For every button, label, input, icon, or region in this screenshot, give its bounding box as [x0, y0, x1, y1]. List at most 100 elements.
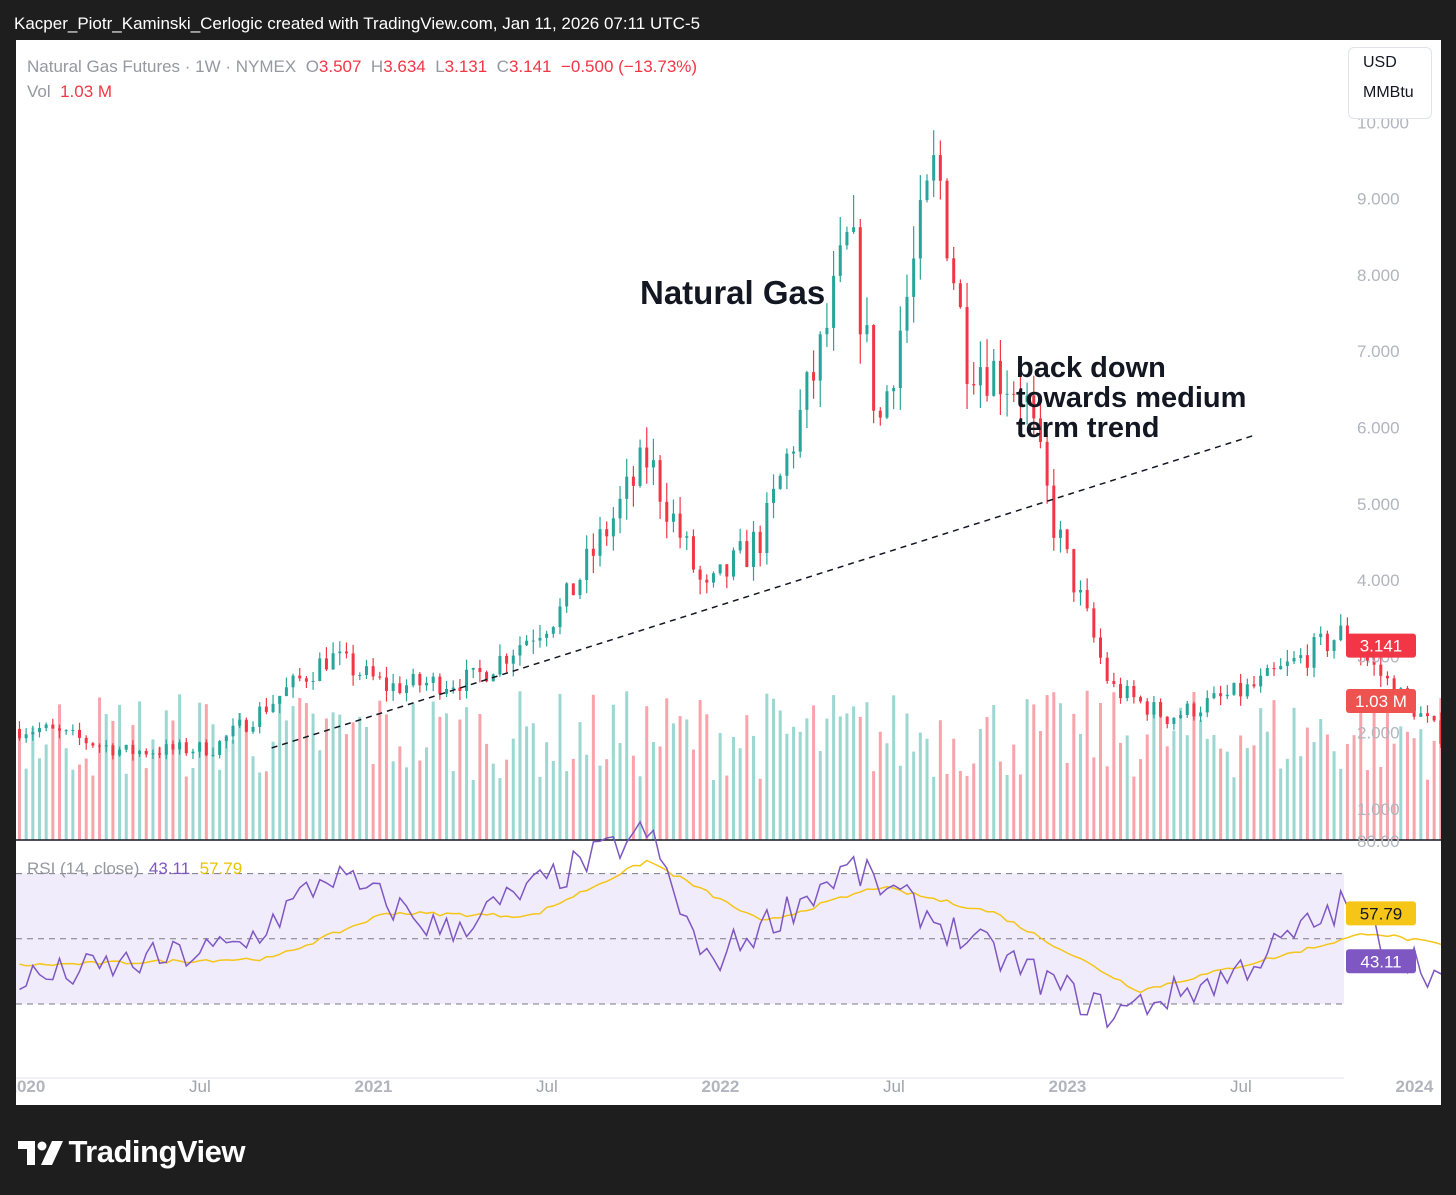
candle-body: [84, 737, 88, 744]
candle-body: [965, 307, 969, 385]
tradingview-brand: TradingView: [68, 1134, 245, 1169]
candle-body: [124, 745, 128, 750]
volume-bar: [731, 737, 735, 840]
volume-bar: [551, 760, 555, 840]
volume-bar: [772, 698, 776, 840]
volume-bar: [1192, 692, 1196, 840]
volume-bar: [258, 772, 262, 840]
candle-body: [405, 685, 409, 694]
volume-bar: [938, 720, 942, 840]
volume-bar: [1185, 735, 1189, 840]
volume-bar: [378, 700, 382, 840]
close-value: 3.141: [508, 57, 552, 76]
volume-bar: [778, 710, 782, 840]
volume-label[interactable]: Vol: [27, 82, 51, 101]
volume-bar: [198, 702, 202, 840]
candle-body: [772, 488, 776, 503]
volume-bar: [858, 716, 862, 840]
volume-bar: [1132, 776, 1136, 840]
candle-body: [391, 683, 395, 691]
volume-bar: [1385, 698, 1389, 840]
volume-bar: [1152, 713, 1156, 840]
volume-bar: [1345, 743, 1349, 840]
rsi-label[interactable]: RSI (14, close): [27, 859, 140, 878]
volume-bar: [1305, 727, 1309, 840]
volume-bar: [391, 761, 395, 840]
candle-body: [1025, 395, 1029, 403]
volume-bar: [598, 765, 602, 840]
candle-body: [731, 550, 735, 577]
candle-body: [1058, 529, 1062, 538]
volume-bar: [718, 733, 722, 840]
volume-bar: [1052, 692, 1056, 840]
volume-bar: [485, 743, 489, 840]
candle-body: [1065, 529, 1069, 550]
candle-body: [231, 725, 235, 737]
candle-body: [725, 564, 729, 577]
unit-label[interactable]: MMBtu: [1363, 84, 1414, 101]
rsi-line: [19, 820, 1441, 1029]
candle-body: [238, 719, 242, 726]
volume-bar: [251, 756, 255, 840]
volume-bar: [978, 729, 982, 840]
volume-bar: [231, 739, 235, 840]
change-value: −0.500 (−13.73%): [560, 57, 698, 76]
volume-bar: [204, 704, 208, 840]
currency-label[interactable]: USD: [1363, 54, 1397, 71]
volume-bar: [1319, 719, 1323, 840]
volume-bar: [698, 699, 702, 840]
volume-bar: [1172, 730, 1176, 840]
volume-bar: [311, 713, 315, 840]
tradingview-logo-icon: [18, 1141, 63, 1165]
candle-body: [64, 730, 68, 732]
volume-bar: [91, 775, 95, 840]
volume-bar: [144, 768, 148, 840]
volume-bar: [244, 721, 248, 840]
candle-body: [1419, 713, 1423, 717]
volume-bar: [1032, 704, 1036, 840]
volume-bar: [691, 749, 695, 840]
volume-bar: [685, 719, 689, 840]
volume-bar: [505, 759, 509, 840]
candle-body: [1038, 418, 1042, 442]
volume-bar: [1119, 742, 1123, 840]
volume-bar: [271, 741, 275, 840]
volume-bar: [565, 771, 569, 840]
candle-body: [605, 529, 609, 537]
volume-bar: [1272, 700, 1276, 840]
candle-body: [465, 669, 469, 691]
candle-body: [1379, 664, 1383, 676]
volume-bar: [451, 771, 455, 840]
candle-body: [1078, 590, 1082, 593]
time-axis-label: 2024: [1395, 1077, 1433, 1096]
candle-body: [591, 548, 595, 556]
candle-body: [711, 573, 715, 583]
candle-body: [78, 729, 82, 738]
volume-bar: [184, 776, 188, 840]
candle-body: [1285, 661, 1289, 667]
volume-bar: [838, 716, 842, 840]
volume-bar: [1159, 702, 1163, 840]
volume-bar: [51, 724, 55, 840]
volume-bar: [812, 705, 816, 840]
volume-bar: [785, 733, 789, 840]
candle-body: [271, 703, 275, 712]
candle-body: [1085, 590, 1089, 609]
candle-body: [1032, 395, 1036, 419]
candle-body: [445, 688, 449, 694]
symbol-label[interactable]: Natural Gas Futures · 1W · NYMEX: [27, 57, 297, 76]
candle-body: [171, 744, 175, 750]
unit-selector[interactable]: USD MMBtu: [1348, 47, 1432, 119]
volume-bar: [1365, 770, 1369, 840]
volume-bar: [711, 779, 715, 840]
volume-bar: [638, 776, 642, 840]
volume-bar: [925, 738, 929, 840]
volume-bar: [178, 694, 182, 840]
candle-body: [51, 724, 55, 729]
volume-bar: [158, 747, 162, 840]
candle-body: [138, 750, 142, 755]
volume-badge: 1.03 M: [1355, 692, 1407, 711]
volume-bar: [491, 763, 495, 840]
volume-bar: [338, 714, 342, 840]
